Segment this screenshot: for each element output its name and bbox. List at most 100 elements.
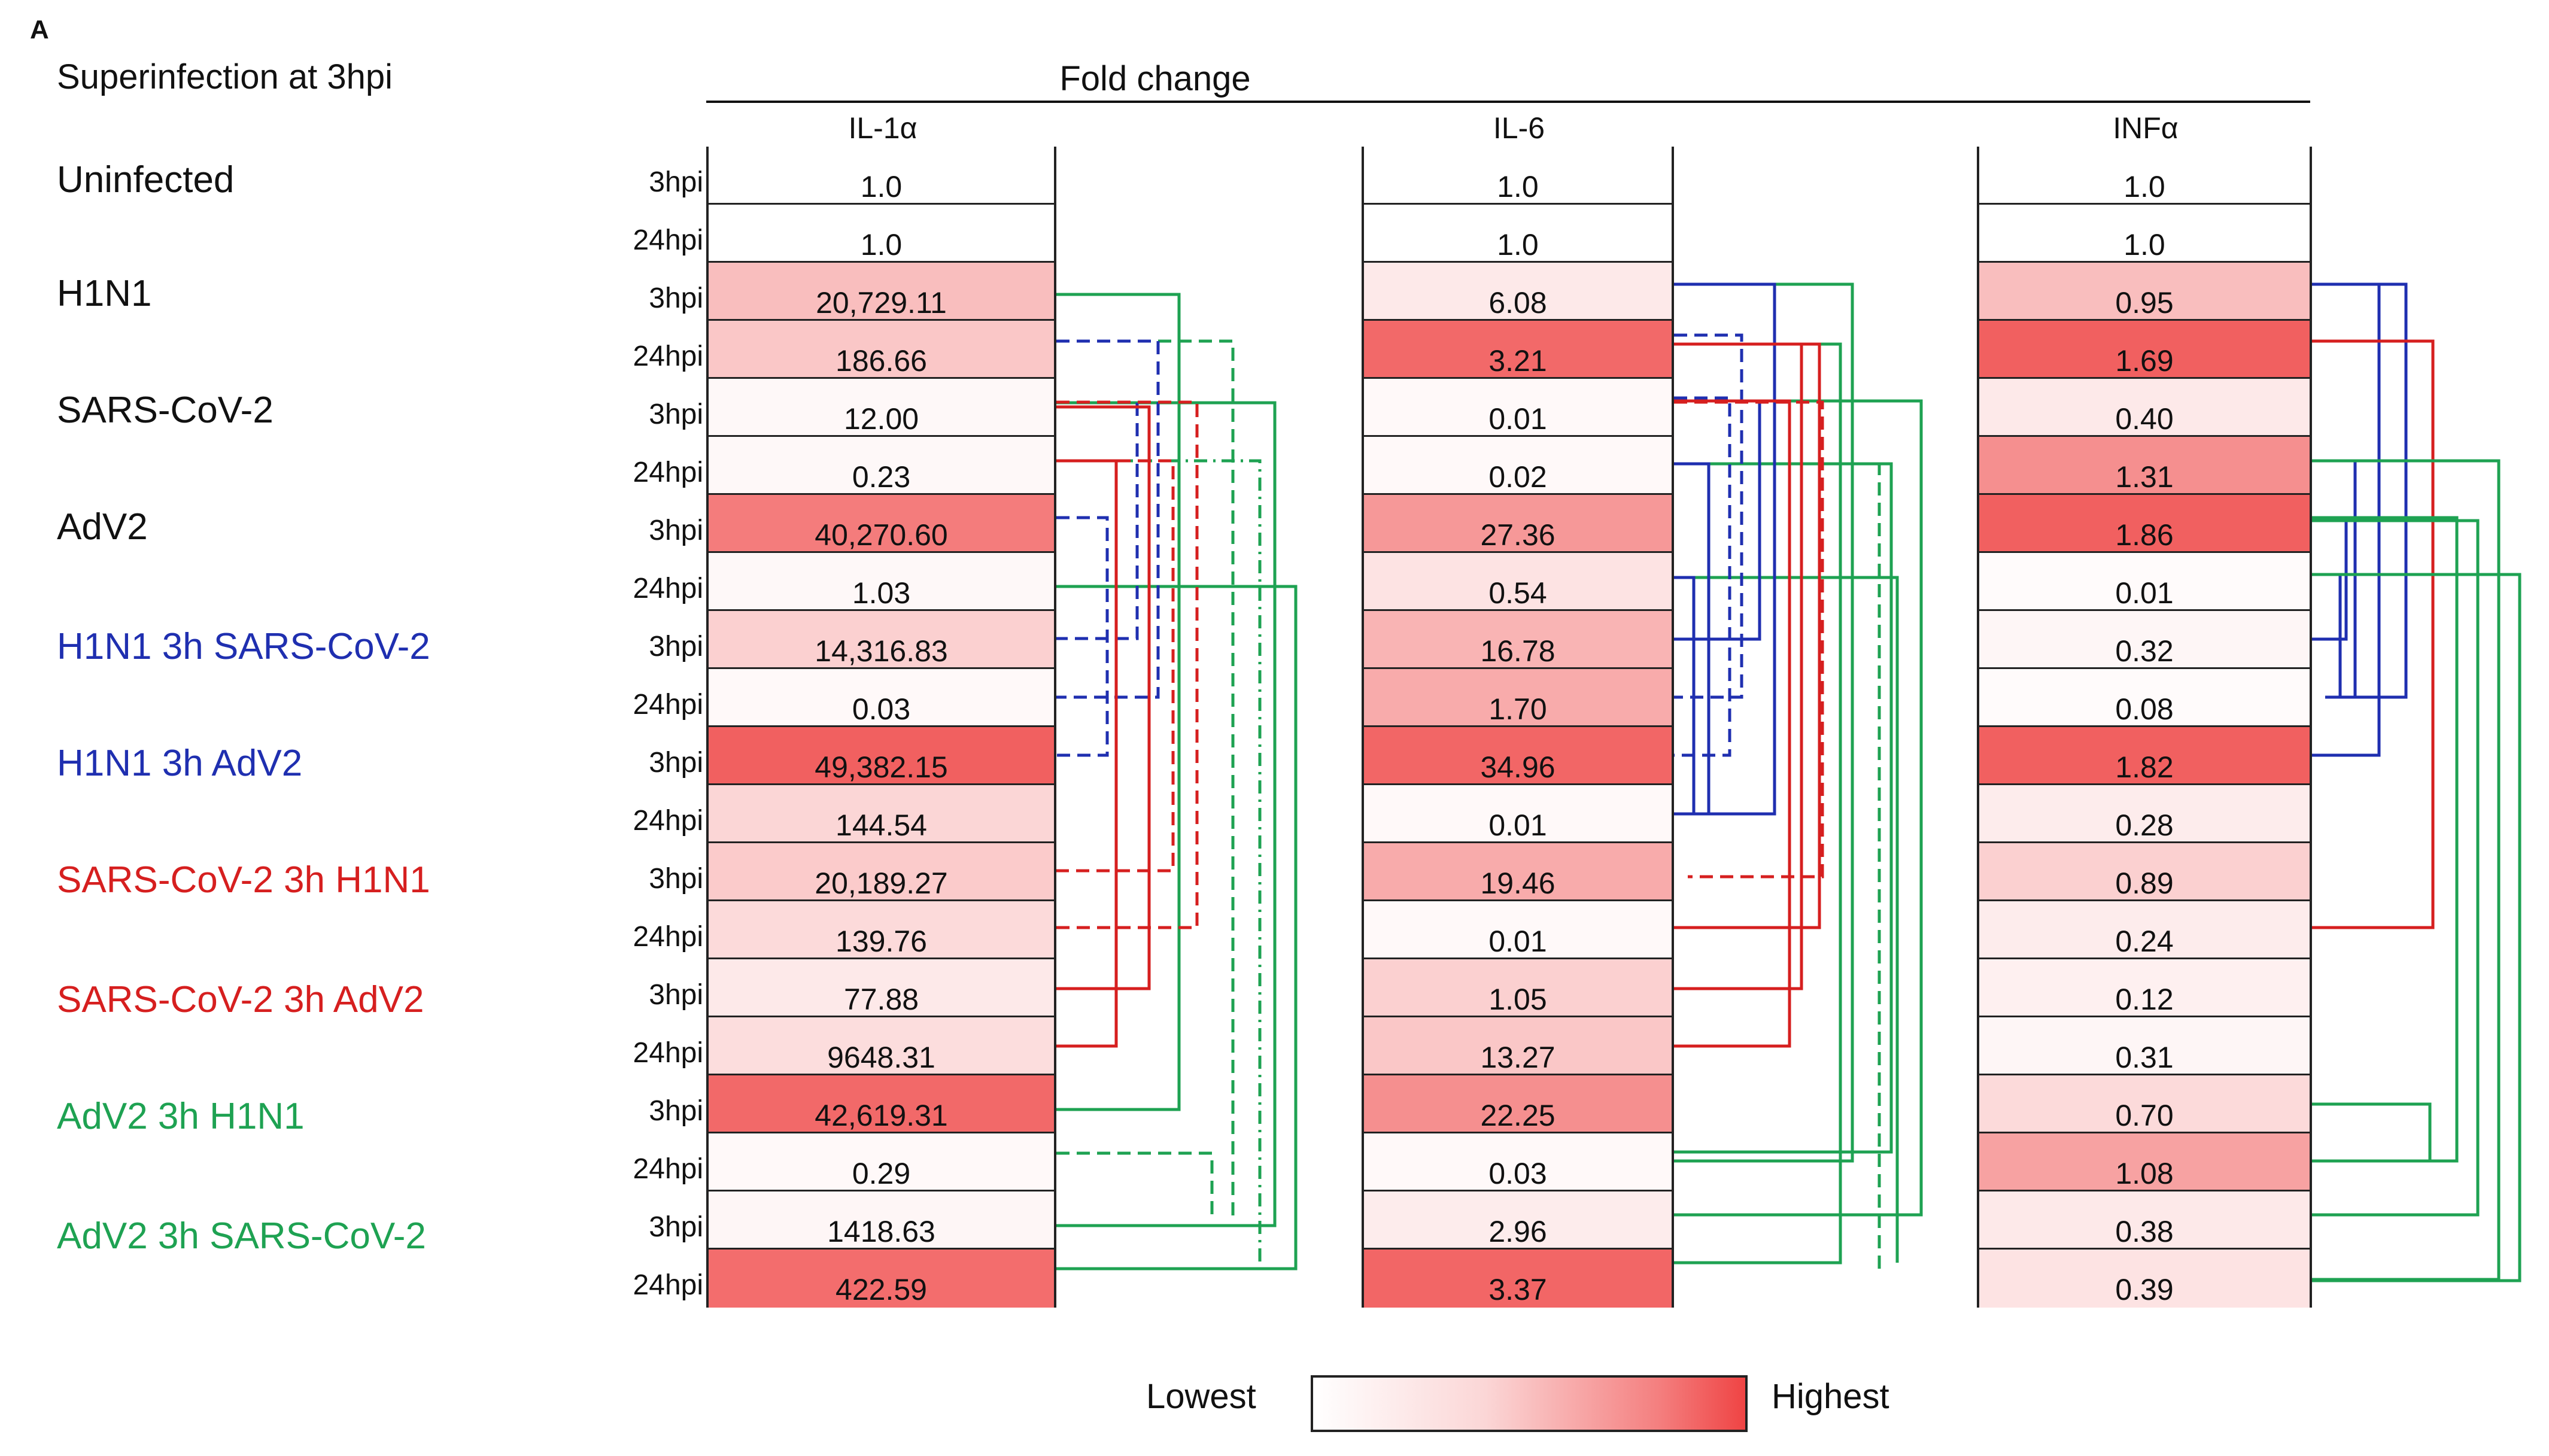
bracket-blue-4	[1674, 576, 1696, 814]
cell-value: 40,270.60	[815, 518, 948, 552]
cell-value: 3.21	[1488, 344, 1547, 378]
cell-value: 0.70	[2115, 1099, 2174, 1132]
cell-value: 186.66	[836, 344, 927, 378]
heatmap-cell: 422.59	[709, 1250, 1054, 1308]
il6-comparison-brackets	[1674, 282, 1923, 1269]
bracket-red-2	[1056, 459, 1118, 1048]
heatmap-cell: 14,316.83	[709, 611, 1054, 669]
cell-value: 0.03	[852, 692, 911, 726]
infa-comparison-brackets	[2312, 282, 2521, 1282]
timepoint-label: 24hpi	[633, 224, 703, 256]
timepoint-label: 24hpi	[633, 1153, 703, 1185]
cell-value: 0.40	[2115, 402, 2174, 436]
bracket-green-4	[2312, 573, 2521, 1282]
timepoint-label: 24hpi	[633, 457, 703, 488]
cell-value: 0.89	[2115, 867, 2174, 900]
cell-value: 12.00	[843, 402, 919, 436]
timepoint-label: 24hpi	[633, 1037, 703, 1069]
timepoint-label: 3hpi	[649, 747, 703, 779]
heatmap-cell: 1.70	[1364, 669, 1672, 727]
bracket-green-dashed	[1056, 339, 1235, 1221]
bracket-green-5	[1674, 576, 1899, 1263]
heatmap-cell: 0.03	[709, 669, 1054, 727]
cell-value: 144.54	[836, 808, 927, 842]
cell-value: 49,382.15	[815, 750, 948, 784]
bracket-green-dashdot	[1056, 459, 1262, 1263]
heatmap-cell: 49,382.15	[709, 727, 1054, 785]
heatmap-cell: 0.02	[1364, 437, 1672, 495]
heatmap-cell: 0.01	[1364, 785, 1672, 843]
cell-value: 14,316.83	[815, 634, 948, 668]
bracket-green-5	[2312, 1102, 2432, 1161]
cell-value: 0.29	[852, 1157, 911, 1190]
heatmap-cell: 1.08	[1979, 1133, 2310, 1191]
cell-value: 0.32	[2115, 634, 2174, 668]
cell-value: 139.76	[836, 925, 927, 958]
panel-label: A	[30, 15, 49, 44]
heatmap-cell: 0.40	[1979, 379, 2310, 437]
cell-value: 1.05	[1488, 983, 1547, 1016]
cell-value: 22.25	[1480, 1099, 1555, 1132]
cell-value: 1.08	[2115, 1157, 2174, 1190]
row-header-title: Superinfection at 3hpi	[57, 57, 393, 96]
cell-value: 1418.63	[827, 1215, 935, 1248]
cell-value: 0.54	[1488, 576, 1547, 610]
heatmap-cell: 1.82	[1979, 727, 2310, 785]
heatmap-cell: 0.01	[1979, 553, 2310, 611]
timepoint-label: 3hpi	[649, 166, 703, 198]
heatmap-cell: 2.96	[1364, 1191, 1672, 1250]
group-label: AdV2	[57, 506, 148, 548]
cell-value: 0.12	[2115, 983, 2174, 1016]
timepoint-label: 3hpi	[649, 399, 703, 430]
heatmap-cell: 0.24	[1979, 901, 2310, 959]
cell-value: 1.31	[2115, 460, 2174, 494]
heatmap-cell: 1.0	[709, 205, 1054, 263]
cell-value: 2.96	[1488, 1215, 1547, 1248]
timepoint-label: 24hpi	[633, 805, 703, 837]
cell-value: 1.86	[2115, 518, 2174, 552]
timepoint-label: 3hpi	[649, 515, 703, 546]
group-label: H1N1 3h SARS-CoV-2	[57, 626, 430, 667]
heatmap-cell: 12.00	[709, 379, 1054, 437]
title-rule	[706, 101, 2310, 103]
heatmap-cell: 0.38	[1979, 1191, 2310, 1250]
cell-value: 6.08	[1488, 286, 1547, 320]
cell-value: 0.01	[1488, 808, 1547, 842]
heatmap-cell: 6.08	[1364, 263, 1672, 321]
cell-value: 19.46	[1480, 867, 1555, 900]
cell-value: 422.59	[836, 1273, 927, 1306]
cell-value: 1.0	[860, 228, 903, 262]
heatmap-column-il1a: 1.0 1.0 20,729.11 186.66 12.00 0.23 40,270.60 1…	[706, 147, 1056, 1308]
timepoint-label: 3hpi	[649, 1095, 703, 1127]
timepoint-label: 3hpi	[649, 282, 703, 314]
bracket-green-3	[1056, 585, 1298, 1270]
group-label: SARS-CoV-2 3h H1N1	[57, 859, 430, 901]
group-label: Uninfected	[57, 159, 235, 200]
cell-value: 0.08	[2115, 692, 2174, 726]
cell-value: 1.0	[1497, 228, 1539, 262]
timepoint-label: 24hpi	[633, 689, 703, 721]
heatmap-cell: 1.31	[1979, 437, 2310, 495]
cell-value: 1.03	[852, 576, 911, 610]
cell-value: 1.0	[1497, 170, 1539, 203]
heatmap-cell: 0.39	[1979, 1250, 2310, 1308]
cell-value: 0.39	[2115, 1273, 2174, 1306]
heatmap-cell: 1.0	[709, 147, 1054, 205]
bracket-green-4	[1674, 462, 1893, 1154]
timepoint-label: 24hpi	[633, 921, 703, 953]
legend-high-label: Highest	[1772, 1377, 1889, 1416]
column-header-il1a: IL-1α	[848, 111, 917, 145]
column-header-infa: INFα	[2113, 111, 2179, 145]
column-header-il6: IL-6	[1493, 111, 1545, 145]
heatmap-cell: 34.96	[1364, 727, 1672, 785]
bracket-blue-dashed-2	[1674, 396, 1731, 757]
heatmap-column-il6: 1.0 1.0 6.08 3.21 0.01 0.02 27.36 0.54 16.78 1.70…	[1362, 147, 1674, 1308]
group-label: SARS-CoV-2	[57, 390, 274, 431]
cell-value: 34.96	[1480, 750, 1555, 784]
heatmap-cell: 1.05	[1364, 959, 1672, 1017]
heatmap-cell: 144.54	[709, 785, 1054, 843]
timepoint-label: 3hpi	[649, 631, 703, 662]
heatmap-cell: 1.0	[1979, 205, 2310, 263]
heatmap-cell: 20,729.11	[709, 263, 1054, 321]
